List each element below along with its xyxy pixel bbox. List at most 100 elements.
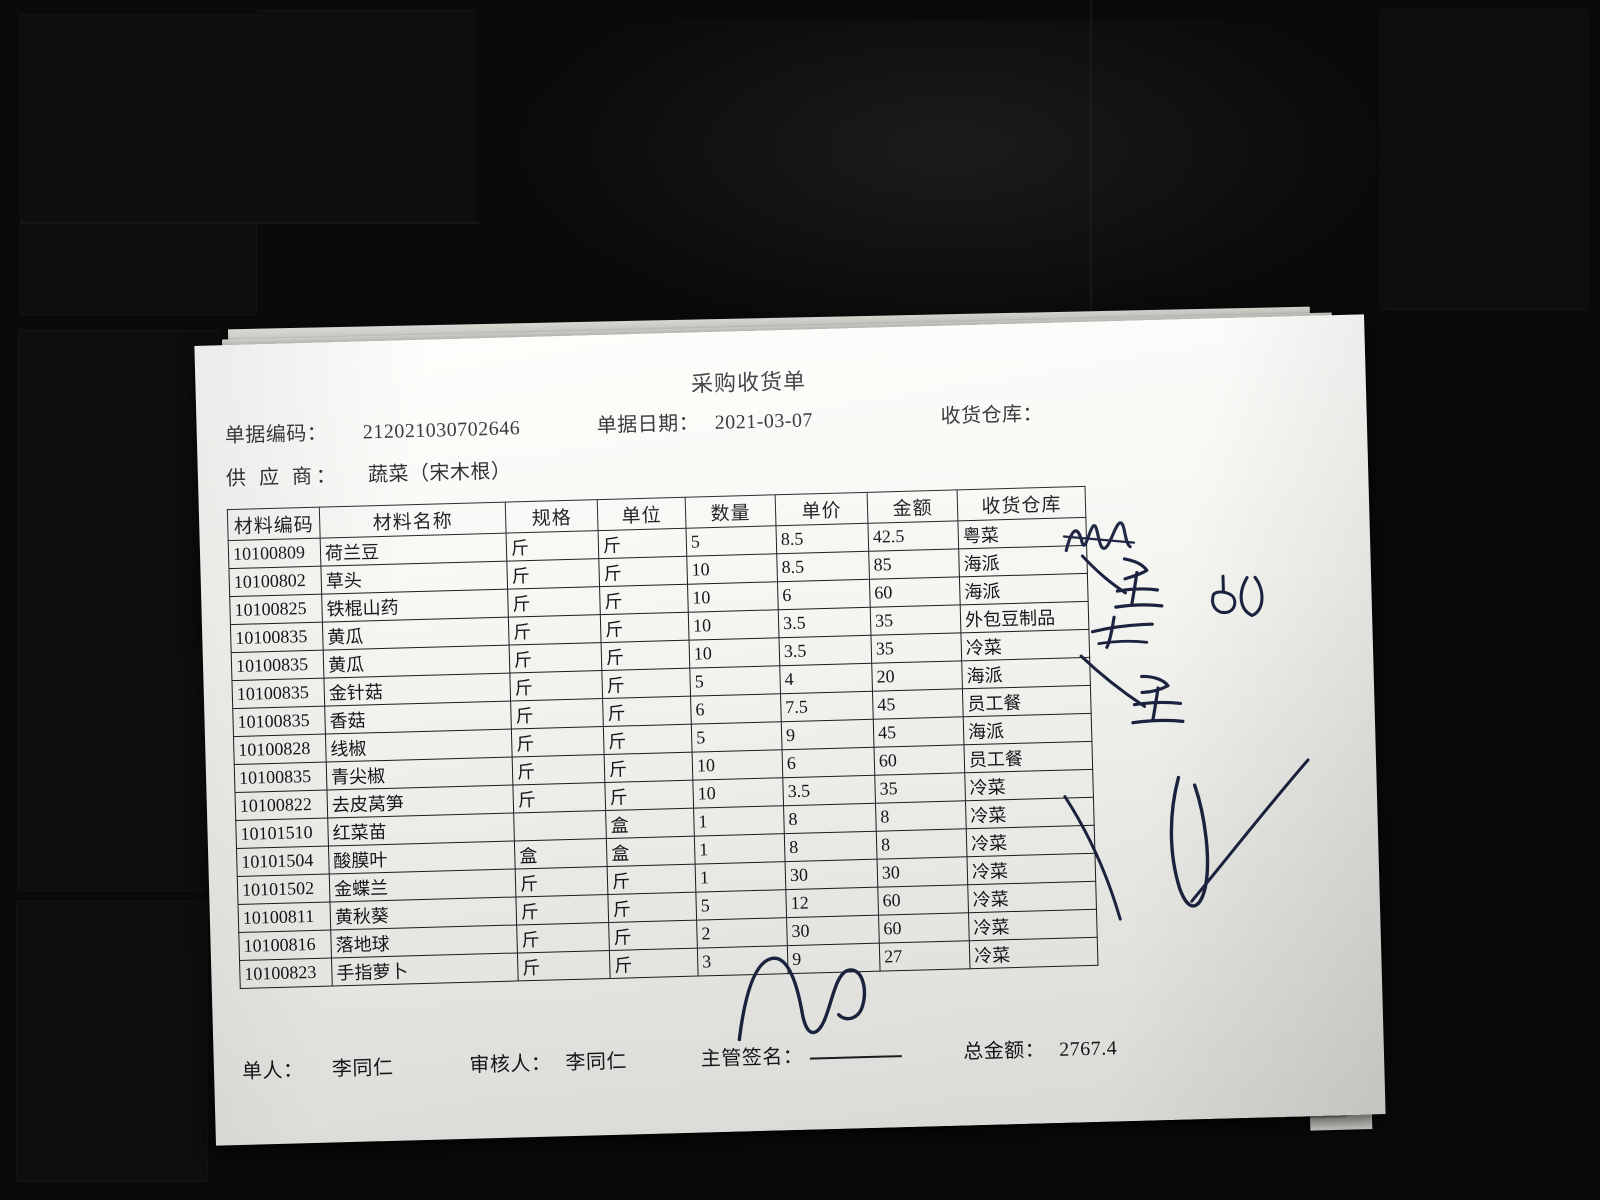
cell-quantity: 3 <box>697 945 789 977</box>
column-header-price: 单价 <box>775 492 868 526</box>
cell-warehouse: 冷菜 <box>964 769 1094 801</box>
total-amount-label: 总金额： <box>962 1039 1046 1064</box>
cell-material-code: 10101504 <box>236 846 330 877</box>
supervisor-signature-label: 主管签名： <box>700 1045 804 1071</box>
cell-amount: 45 <box>872 688 964 720</box>
cell-spec: 斤 <box>508 614 602 646</box>
cell-quantity: 10 <box>689 637 780 669</box>
cell-warehouse: 海派 <box>959 573 1089 605</box>
column-header-name: 材料名称 <box>319 502 507 539</box>
supplier-value: 蔬菜（宋木根） <box>367 460 512 487</box>
desk-panel-left-lower <box>18 330 220 892</box>
cell-unit: 盒 <box>606 836 696 867</box>
desk-seam-horizontal <box>20 222 480 224</box>
cell-amount: 60 <box>877 884 969 916</box>
cell-amount: 45 <box>873 716 964 748</box>
cell-material-code: 10100828 <box>233 734 327 765</box>
cell-spec: 斤 <box>506 530 599 562</box>
cell-material-code: 10100835 <box>234 762 327 793</box>
cell-material-code: 10100811 <box>238 902 331 933</box>
cell-spec: 斤 <box>506 558 600 590</box>
cell-quantity: 10 <box>692 749 783 781</box>
cell-spec: 斤 <box>509 642 602 674</box>
document-date-value: 2021-03-07 <box>714 409 814 434</box>
cell-amount: 35 <box>870 604 961 636</box>
cell-material-code: 10100816 <box>238 929 332 961</box>
cell-quantity: 2 <box>696 917 788 949</box>
cell-amount: 35 <box>874 772 966 804</box>
cell-quantity: 1 <box>693 805 785 837</box>
cell-amount: 35 <box>870 632 962 664</box>
cell-spec: 斤 <box>507 586 601 618</box>
cell-unit-price: 9 <box>781 719 874 750</box>
cell-unit: 斤 <box>599 584 689 615</box>
cell-unit-price: 8.5 <box>775 523 869 554</box>
cell-quantity: 1 <box>694 833 786 865</box>
cell-amount: 85 <box>868 548 960 580</box>
cell-warehouse: 外包豆制品 <box>960 601 1089 633</box>
cell-unit-price: 9 <box>787 943 881 974</box>
cell-warehouse: 冷菜 <box>967 881 1097 913</box>
column-header-warehouse: 收货仓库 <box>957 486 1086 521</box>
cell-material-code: 10100823 <box>239 957 333 989</box>
cell-warehouse: 海派 <box>958 545 1088 577</box>
cell-amount: 30 <box>877 856 968 888</box>
cell-spec: 斤 <box>512 782 606 814</box>
column-header-spec: 规格 <box>505 499 599 534</box>
cell-amount: 20 <box>871 660 963 692</box>
cell-material-code: 10101502 <box>237 874 330 905</box>
cell-unit-price: 3.5 <box>779 635 872 666</box>
cell-warehouse: 海派 <box>961 657 1091 689</box>
cell-spec: 盒 <box>514 838 608 869</box>
cell-warehouse: 冷菜 <box>966 825 1095 857</box>
cell-unit: 斤 <box>598 556 688 587</box>
cell-material-code: 10100822 <box>234 790 328 821</box>
cell-unit: 斤 <box>602 696 692 727</box>
cell-warehouse: 冷菜 <box>969 937 1098 969</box>
cell-unit: 斤 <box>600 612 690 643</box>
cell-unit: 斤 <box>604 752 693 783</box>
cell-spec: 斤 <box>517 950 611 981</box>
cell-unit-price: 3.5 <box>782 775 876 806</box>
column-header-amount: 金额 <box>867 489 958 524</box>
desk-panel-upper-left <box>20 14 257 316</box>
cell-unit-price: 8 <box>784 831 878 862</box>
cell-quantity: 5 <box>695 889 787 921</box>
cell-warehouse: 员工餐 <box>962 685 1092 717</box>
cell-quantity: 5 <box>691 721 783 753</box>
total-amount-value: 2767.4 <box>1058 1037 1118 1061</box>
cell-unit: 斤 <box>598 528 687 559</box>
cell-unit: 斤 <box>607 864 696 895</box>
auditor-label: 审核人： <box>469 1052 552 1077</box>
cell-spec: 斤 <box>512 754 605 786</box>
cell-spec <box>513 810 607 841</box>
cell-amount: 60 <box>873 744 965 776</box>
cell-unit: 斤 <box>604 780 694 811</box>
cell-quantity: 10 <box>692 777 784 809</box>
cell-unit-price: 30 <box>785 859 878 890</box>
cell-spec: 斤 <box>516 922 610 953</box>
desk-seam-vertical-right <box>1090 0 1092 330</box>
cell-spec: 斤 <box>515 866 608 897</box>
cell-unit-price: 3.5 <box>778 607 871 638</box>
cell-quantity: 10 <box>687 581 779 613</box>
items-table: 材料编码 材料名称 规格 单位 数量 单价 金额 收货仓库 10100809 荷兰… <box>227 486 1099 989</box>
cell-unit-price: 30 <box>786 915 880 946</box>
document-code-label: 单据编码： <box>224 422 328 448</box>
cell-material-code: 10100835 <box>231 678 325 709</box>
cell-unit: 盒 <box>605 808 695 839</box>
supplier-label: 供 应 商： <box>225 465 341 491</box>
cell-unit: 斤 <box>609 948 699 979</box>
cell-quantity: 10 <box>688 609 780 641</box>
cell-warehouse: 员工餐 <box>963 741 1093 773</box>
column-header-code: 材料编码 <box>227 507 321 541</box>
cell-warehouse: 冷菜 <box>968 909 1098 941</box>
cell-material-code: 10100809 <box>228 538 321 569</box>
cell-unit-price: 4 <box>779 663 873 694</box>
document-date-label: 单据日期： <box>596 412 700 438</box>
purchase-receipt-document: 采购收货单 单据编码： 212021030702646 单据日期： 2021-0… <box>194 314 1386 1146</box>
cell-quantity: 6 <box>690 693 782 725</box>
cell-amount: 27 <box>879 940 971 972</box>
cell-warehouse: 冷菜 <box>965 797 1095 829</box>
